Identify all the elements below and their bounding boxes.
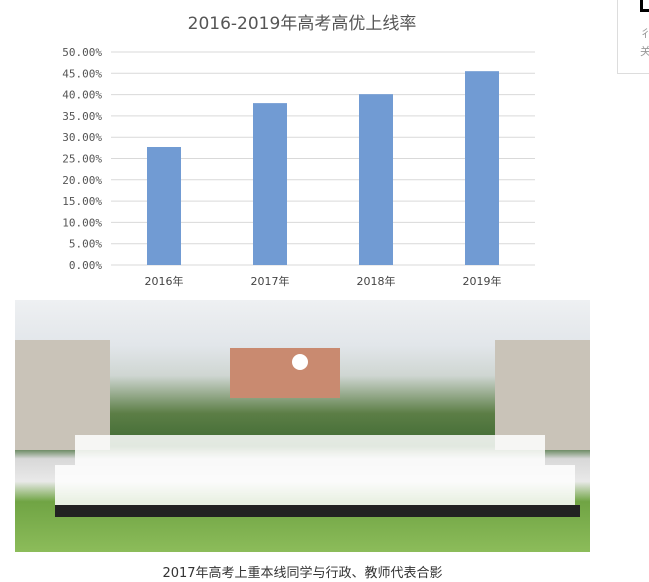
- y-tick-label: 25.00%: [62, 153, 102, 166]
- bar-2016年: [147, 146, 181, 265]
- y-tick-label: 45.00%: [62, 67, 102, 80]
- group-photo: [15, 300, 590, 552]
- bar-chart: 2016-2019年高考高优上线率 0.00% 5.00% 10.00% 15.00% 2…: [62, 14, 535, 288]
- side-widget[interactable]: 彳 关: [617, 0, 649, 74]
- photo-scene: [15, 340, 590, 517]
- y-tick-label: 15.00%: [62, 195, 102, 208]
- x-tick-label: 2018年: [357, 274, 396, 288]
- y-tick-label: 50.00%: [62, 46, 102, 59]
- chart-title: 2016-2019年高考高优上线率: [188, 14, 417, 34]
- bar-2018年: [359, 94, 393, 265]
- x-tick-label: 2016年: [145, 274, 184, 288]
- bar-2019年: [465, 71, 499, 265]
- bar-2017年: [253, 103, 287, 266]
- y-tick-label: 40.00%: [62, 89, 102, 102]
- side-text-1: 彳: [640, 25, 649, 41]
- side-text-2: 关: [640, 43, 649, 59]
- y-tick-label: 35.00%: [62, 110, 102, 123]
- y-tick-label: 10.00%: [62, 216, 102, 229]
- x-tick-label: 2017年: [251, 274, 290, 288]
- photo-caption: 2017年高考上重本线同学与行政、教师代表合影: [162, 566, 443, 581]
- y-tick-label: 20.00%: [62, 174, 102, 187]
- y-tick-label: 5.00%: [69, 238, 102, 251]
- qr-icon: [640, 0, 649, 12]
- y-tick-label: 0.00%: [69, 259, 102, 272]
- y-tick-label: 30.00%: [62, 131, 102, 144]
- x-tick-label: 2019年: [463, 274, 502, 288]
